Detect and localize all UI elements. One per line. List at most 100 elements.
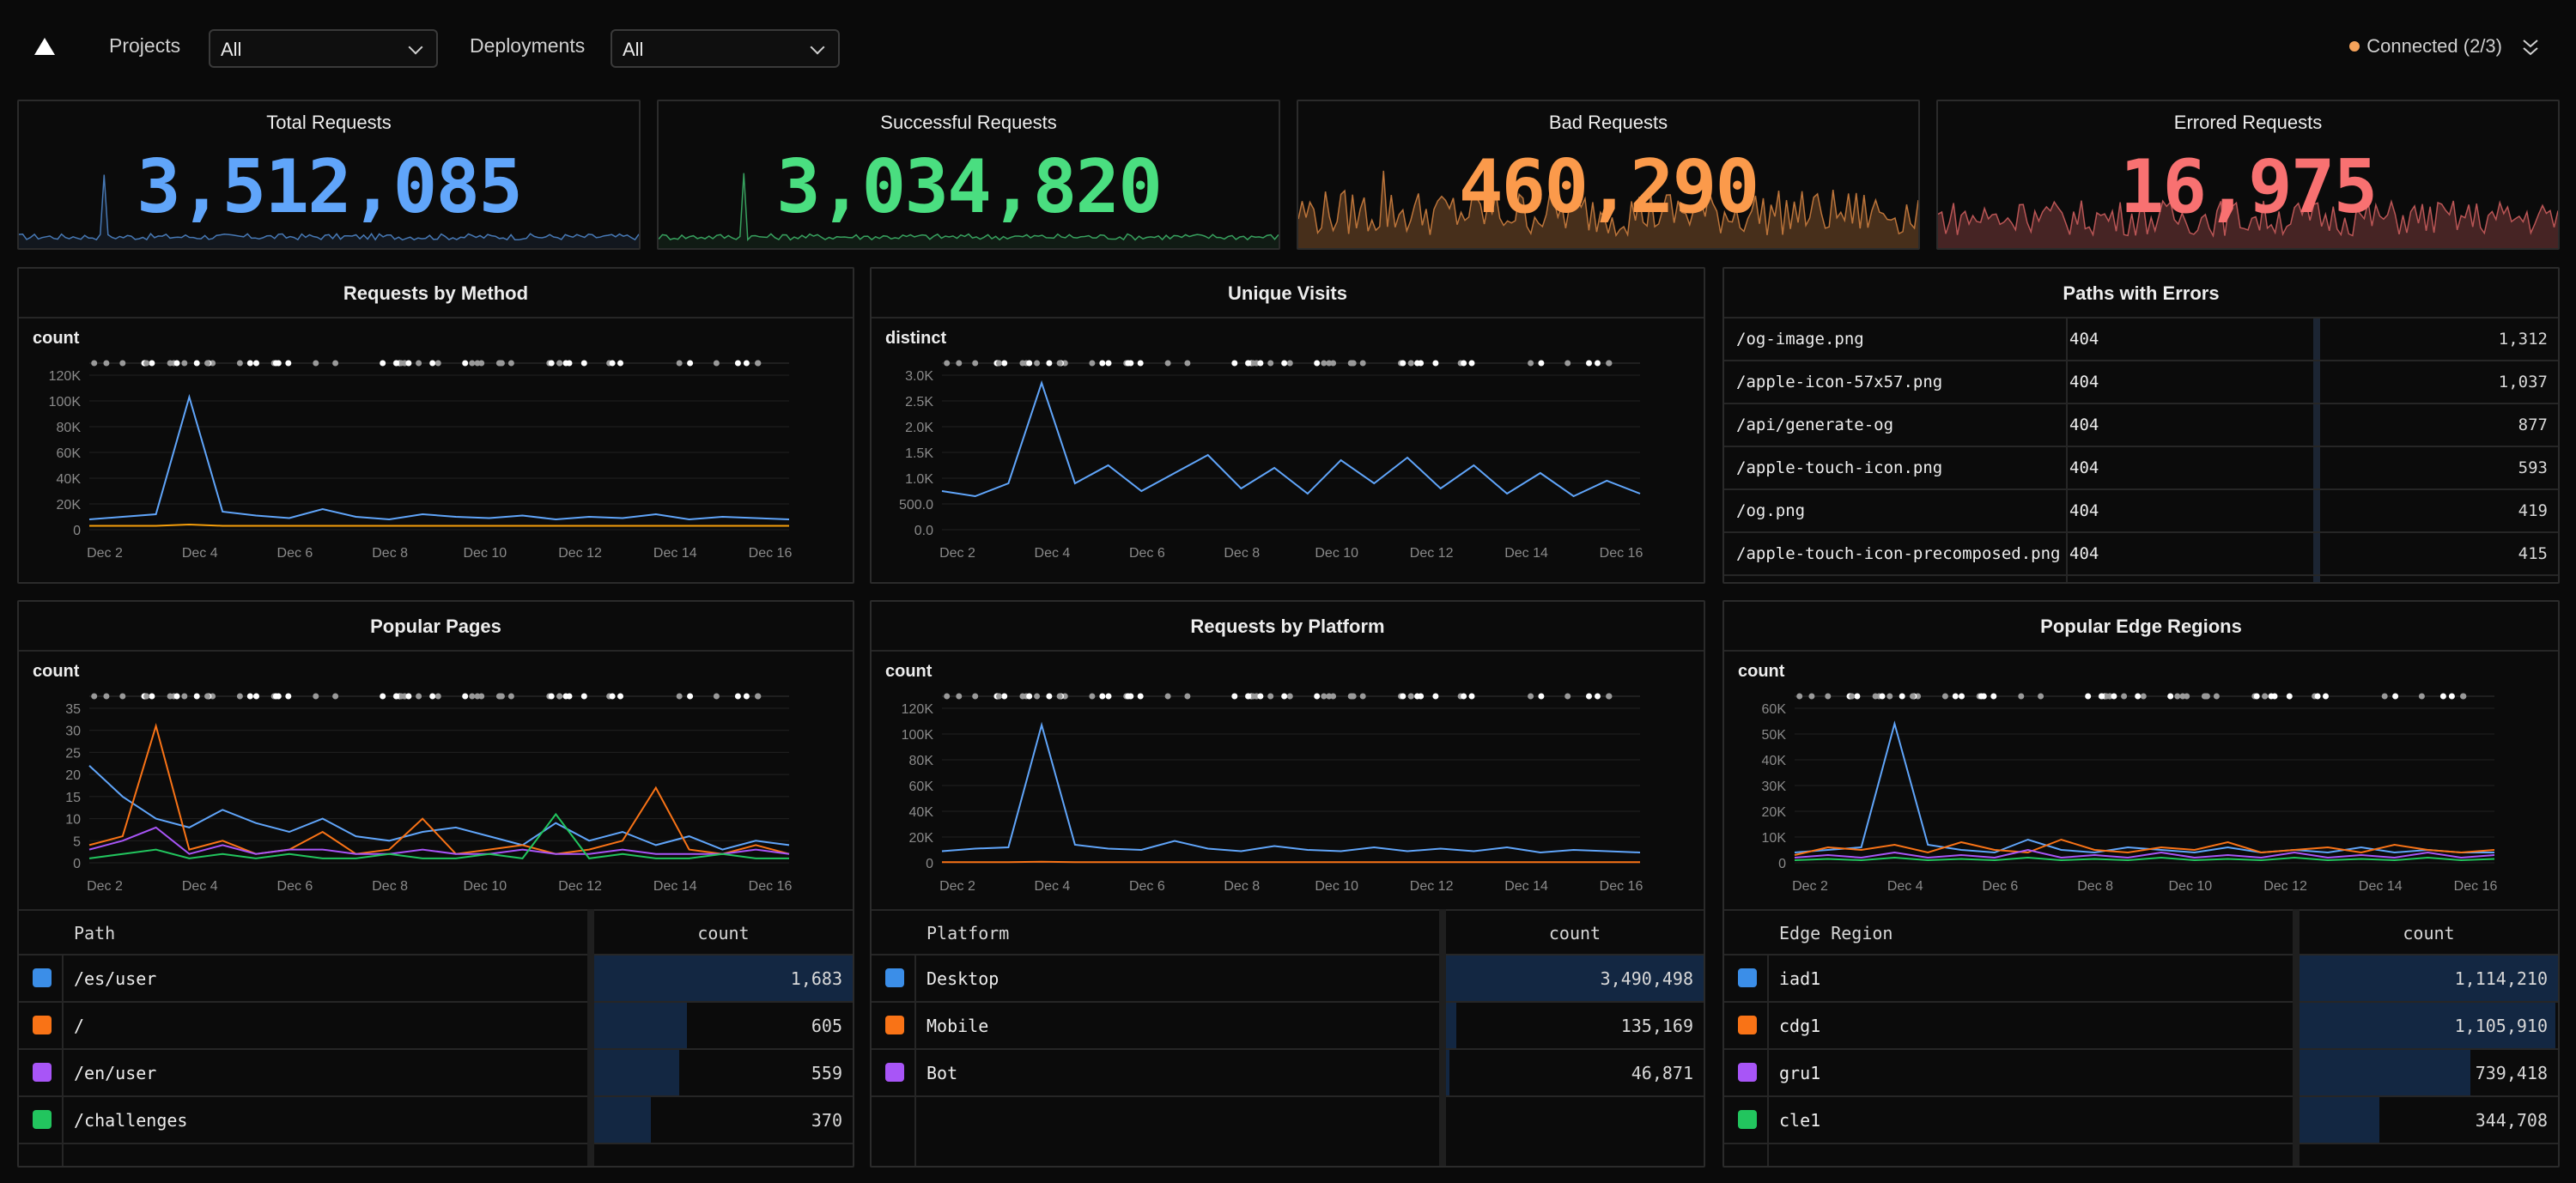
series-color-swatch[interactable] <box>33 968 52 987</box>
event-marker[interactable] <box>996 360 1002 367</box>
event-marker[interactable] <box>246 360 253 367</box>
event-marker[interactable] <box>469 360 476 367</box>
event-marker[interactable] <box>2381 693 2388 700</box>
event-marker[interactable] <box>734 693 741 700</box>
event-marker[interactable] <box>103 693 110 700</box>
column-resize-handle[interactable] <box>2293 909 2300 1166</box>
event-marker[interactable] <box>2174 693 2181 700</box>
event-marker[interactable] <box>1061 693 1068 700</box>
event-marker[interactable] <box>972 360 979 367</box>
event-marker[interactable] <box>1538 360 1545 367</box>
series-color-swatch[interactable] <box>885 1016 904 1034</box>
event-marker[interactable] <box>1046 360 1053 367</box>
event-marker[interactable] <box>1407 360 1414 367</box>
table-row[interactable]: cle1 344,708 <box>1724 1097 2558 1144</box>
event-marker[interactable] <box>1257 693 1264 700</box>
event-marker[interactable] <box>2135 693 2142 700</box>
platform-line-chart[interactable]: 0 20K 40K 60K 80K 100K 120K Dec 2 Dec 4 Dec 6 Dec … <box>872 682 1705 906</box>
table-row[interactable]: cdg1 1,105,910 <box>1724 1003 2558 1050</box>
event-marker[interactable] <box>2392 693 2399 700</box>
event-marker[interactable] <box>173 360 180 367</box>
table-row[interactable]: /es/user 1,683 <box>19 956 853 1003</box>
event-marker[interactable] <box>429 693 436 700</box>
event-marker[interactable] <box>1137 693 1144 700</box>
series-line[interactable] <box>1794 838 2495 856</box>
series-color-swatch[interactable] <box>1738 1016 1757 1034</box>
event-marker[interactable] <box>204 693 210 700</box>
connection-status[interactable]: Connected (2/3) <box>2349 35 2502 58</box>
event-marker[interactable] <box>416 693 422 700</box>
column-header-name[interactable]: Edge Region <box>1779 923 1893 943</box>
event-marker[interactable] <box>1586 693 1592 700</box>
event-marker[interactable] <box>956 693 963 700</box>
event-marker[interactable] <box>1595 360 1601 367</box>
method-line-chart[interactable]: 0 20K 40K 60K 80K 100K 120K Dec 2 Dec 4 Dec 6 Dec … <box>19 349 854 573</box>
column-header-count[interactable]: count <box>2403 923 2455 943</box>
event-marker[interactable] <box>548 693 555 700</box>
event-marker[interactable] <box>119 360 126 367</box>
event-marker[interactable] <box>1089 693 1096 700</box>
event-marker[interactable] <box>143 360 150 367</box>
event-marker[interactable] <box>1432 360 1439 367</box>
event-marker[interactable] <box>2085 693 2092 700</box>
table-row[interactable]: /apple-icon-57x57.png 404 1,037 <box>1724 361 2558 404</box>
event-marker[interactable] <box>497 693 504 700</box>
event-marker[interactable] <box>687 693 694 700</box>
event-marker[interactable] <box>193 360 200 367</box>
event-marker[interactable] <box>91 693 98 700</box>
event-marker[interactable] <box>972 693 979 700</box>
event-marker[interactable] <box>1231 360 1238 367</box>
event-marker[interactable] <box>497 360 504 367</box>
event-marker[interactable] <box>713 360 720 367</box>
event-marker[interactable] <box>1046 693 1053 700</box>
event-marker[interactable] <box>755 693 761 700</box>
column-resize-handle[interactable] <box>587 909 594 1166</box>
logo-triangle-icon[interactable] <box>34 38 55 55</box>
series-color-swatch[interactable] <box>33 1016 52 1034</box>
event-marker[interactable] <box>91 360 98 367</box>
event-marker[interactable] <box>1056 693 1063 700</box>
event-marker[interactable] <box>2202 693 2209 700</box>
event-marker[interactable] <box>2448 693 2455 700</box>
series-color-swatch[interactable] <box>1738 968 1757 987</box>
column-header-name[interactable]: Path <box>74 923 116 943</box>
table-row[interactable]: / 605 <box>19 1003 853 1050</box>
event-marker[interactable] <box>285 360 292 367</box>
event-marker[interactable] <box>1184 693 1191 700</box>
event-marker[interactable] <box>1245 693 1252 700</box>
event-marker[interactable] <box>2099 693 2105 700</box>
event-marker[interactable] <box>1286 360 1293 367</box>
event-marker[interactable] <box>1606 360 1613 367</box>
series-line[interactable] <box>88 722 790 855</box>
event-marker[interactable] <box>1586 360 1592 367</box>
table-row[interactable]: /apple-touch-icon-precomposed.png 404 415 <box>1724 533 2558 576</box>
event-marker[interactable] <box>236 693 243 700</box>
event-marker[interactable] <box>1825 693 1832 700</box>
event-marker[interactable] <box>1796 693 1803 700</box>
event-marker[interactable] <box>1125 360 1132 367</box>
event-marker[interactable] <box>1349 693 1356 700</box>
series-color-swatch[interactable] <box>1738 1063 1757 1082</box>
event-marker[interactable] <box>1432 693 1439 700</box>
event-marker[interactable] <box>1461 360 1467 367</box>
series-line[interactable] <box>941 721 1641 854</box>
event-marker[interactable] <box>1468 360 1475 367</box>
event-marker[interactable] <box>1564 693 1571 700</box>
event-marker[interactable] <box>1105 360 1112 367</box>
projects-select[interactable]: All <box>209 29 438 68</box>
event-marker[interactable] <box>1034 360 1041 367</box>
event-marker[interactable] <box>2314 693 2321 700</box>
event-marker[interactable] <box>1849 693 1856 700</box>
event-marker[interactable] <box>1808 693 1815 700</box>
event-marker[interactable] <box>609 693 616 700</box>
series-color-swatch[interactable] <box>885 968 904 987</box>
event-marker[interactable] <box>548 360 555 367</box>
event-marker[interactable] <box>1359 360 1366 367</box>
event-marker[interactable] <box>2253 693 2260 700</box>
event-marker[interactable] <box>405 360 412 367</box>
event-marker[interactable] <box>1137 360 1144 367</box>
expand-chevrons-icon[interactable] <box>2519 36 2542 58</box>
event-marker[interactable] <box>1418 693 1425 700</box>
event-marker[interactable] <box>1257 360 1264 367</box>
event-marker[interactable] <box>253 360 259 367</box>
